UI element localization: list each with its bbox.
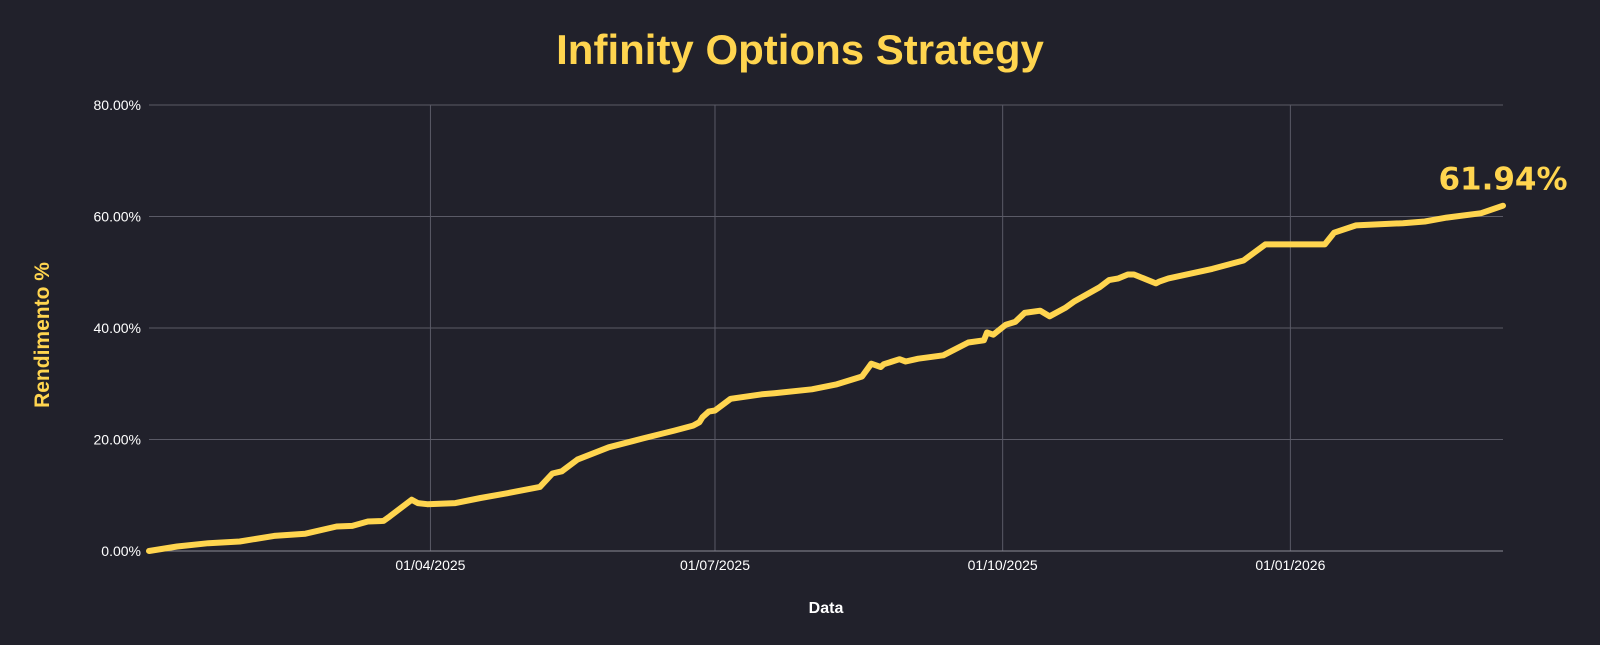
y-tick-label: 80.00% [94,97,141,113]
y-tick-label: 60.00% [94,209,141,225]
series-line [146,202,1506,554]
x-tick-label: 01/07/2025 [680,557,750,573]
end-value-label: 61.94% [1438,162,1567,198]
y-axis-ticks: 0.00% 20.00% 40.00% 60.00% 80.00% [94,97,141,559]
x-axis-ticks: 01/04/2025 01/07/2025 01/10/2025 01/01/2026 [395,557,1325,573]
gridlines [149,104,1503,551]
y-tick-label: 0.00% [101,543,141,559]
y-tick-label: 20.00% [94,432,141,448]
x-axis-title: Data [809,600,844,617]
y-tick-label: 40.00% [94,320,141,336]
x-tick-label: 01/04/2025 [395,557,465,573]
chart-title: Infinity Options Strategy [556,26,1044,73]
x-tick-label: 01/10/2025 [968,557,1038,573]
x-tick-label: 01/01/2026 [1255,557,1325,573]
y-axis-title: Rendimento % [31,262,54,408]
